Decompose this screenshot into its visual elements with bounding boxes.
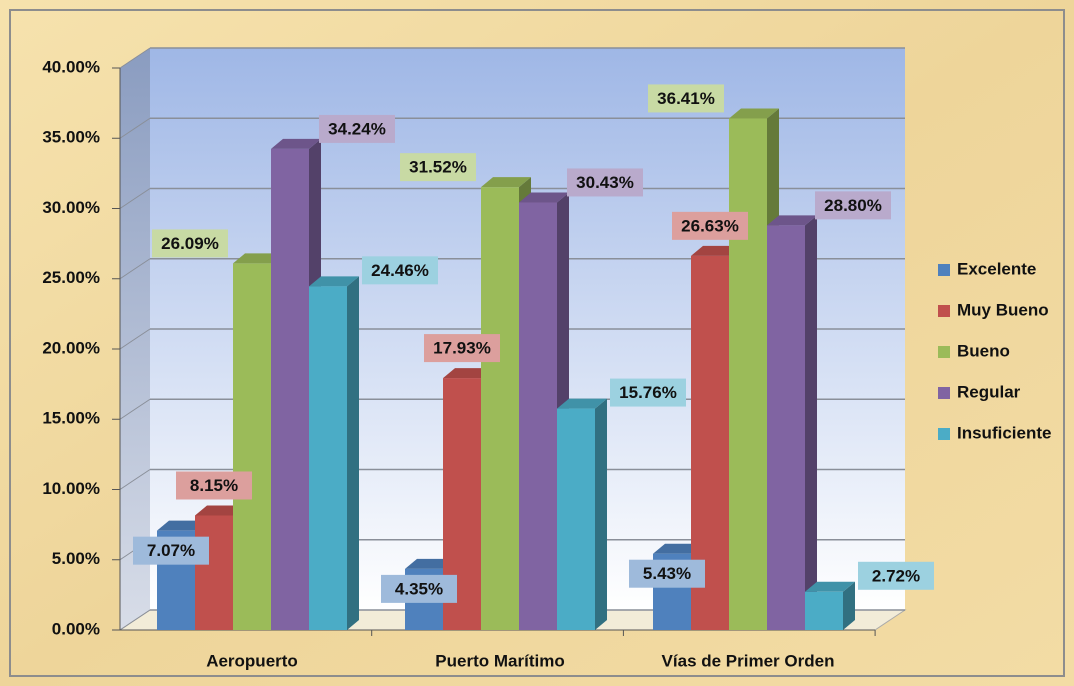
bar-front: [519, 202, 557, 630]
legend-swatch: [938, 346, 950, 358]
data-label-box: [672, 211, 748, 240]
data-label: 2.72%: [872, 566, 920, 585]
data-label-box: [610, 378, 686, 407]
x-tick-label: Puerto Marítimo: [435, 651, 564, 670]
legend-swatch: [938, 387, 950, 399]
legend-label: Muy Bueno: [957, 300, 1049, 319]
bar: [805, 581, 855, 630]
bar-top: [195, 505, 245, 516]
bar-top: [557, 398, 607, 409]
data-label: 24.46%: [371, 261, 429, 280]
data-label-box: [381, 574, 457, 603]
frame: [9, 9, 1065, 677]
x-tick-label: Vías de Primer Orden: [662, 651, 835, 670]
grid-line-side: [119, 609, 151, 631]
data-label: 8.15%: [190, 476, 238, 495]
bar-side: [805, 215, 817, 631]
bar-top: [443, 368, 493, 379]
data-label-box: [319, 114, 395, 143]
data-label-box: [815, 191, 891, 220]
bar: [767, 215, 817, 631]
y-tick-label: 35.00%: [42, 128, 100, 147]
grid-line-side: [119, 188, 151, 209]
grid-line-side: [119, 469, 151, 490]
data-label-box: [567, 168, 643, 197]
grid-line-side: [119, 398, 151, 420]
legend-swatch: [938, 264, 950, 276]
x-tick-label: Aeropuerto: [206, 651, 298, 670]
y-tick-label: 10.00%: [42, 479, 100, 498]
bar-top: [309, 276, 359, 287]
data-label-box: [648, 84, 724, 113]
y-tick-label: 20.00%: [42, 338, 100, 357]
bar-top: [233, 253, 283, 264]
y-tick-label: 25.00%: [42, 268, 100, 287]
data-label: 26.09%: [161, 234, 219, 253]
grid-line-side: [119, 117, 151, 139]
legend-label: Insuficiente: [957, 423, 1051, 442]
data-label-box: [629, 559, 705, 588]
legend-swatch: [938, 305, 950, 317]
bar-front: [481, 187, 519, 631]
bar-side: [843, 581, 855, 630]
data-label-box: [176, 471, 252, 500]
data-label: 34.24%: [328, 119, 386, 138]
bar-front: [233, 263, 271, 630]
bar: [309, 276, 359, 630]
data-label-box: [152, 229, 228, 258]
y-tick-label: 40.00%: [42, 57, 100, 76]
data-label-box: [133, 536, 209, 565]
y-tick-label: 0.00%: [52, 619, 100, 638]
bar-front: [729, 118, 767, 630]
bar-front: [557, 408, 595, 630]
data-label: 28.80%: [824, 196, 882, 215]
bar-top: [653, 543, 703, 554]
y-tick-label: 5.00%: [52, 549, 100, 568]
bar-top: [519, 192, 569, 203]
bar-top: [767, 215, 817, 226]
bar-top: [157, 520, 207, 531]
bar-front: [309, 286, 347, 630]
data-label-box: [362, 256, 438, 285]
bar-side: [595, 398, 607, 630]
bar: [557, 398, 607, 630]
y-tick-label: 30.00%: [42, 198, 100, 217]
grid-line-side: [119, 47, 151, 69]
bar-front: [271, 148, 309, 631]
data-label: 36.41%: [657, 89, 715, 108]
data-label-box: [424, 334, 500, 363]
grid-line-side: [119, 258, 151, 280]
data-label: 31.52%: [409, 158, 467, 177]
y-tick-label: 15.00%: [42, 409, 100, 428]
legend-label: Excelente: [957, 259, 1036, 278]
data-label: 15.76%: [619, 383, 677, 402]
data-label-box: [858, 561, 934, 590]
data-label: 5.43%: [643, 564, 691, 583]
data-label: 26.63%: [681, 216, 739, 235]
data-label: 17.93%: [433, 339, 491, 358]
bar-top: [805, 581, 855, 592]
bar-top: [729, 108, 779, 119]
data-label-box: [400, 153, 476, 182]
bar-top: [271, 138, 321, 149]
data-label: 30.43%: [576, 173, 634, 192]
bar-front: [195, 515, 233, 630]
legend-label: Bueno: [957, 341, 1010, 360]
grid-line-side: [119, 328, 151, 350]
bar-top: [405, 558, 455, 569]
legend-swatch: [938, 428, 950, 440]
bar-top: [691, 245, 741, 256]
bar-side: [347, 276, 359, 630]
data-label: 4.35%: [395, 579, 443, 598]
bar-front: [805, 591, 843, 630]
legend-label: Regular: [957, 382, 1021, 401]
data-label: 7.07%: [147, 541, 195, 560]
bar-front: [767, 225, 805, 631]
bar-top: [481, 177, 531, 188]
